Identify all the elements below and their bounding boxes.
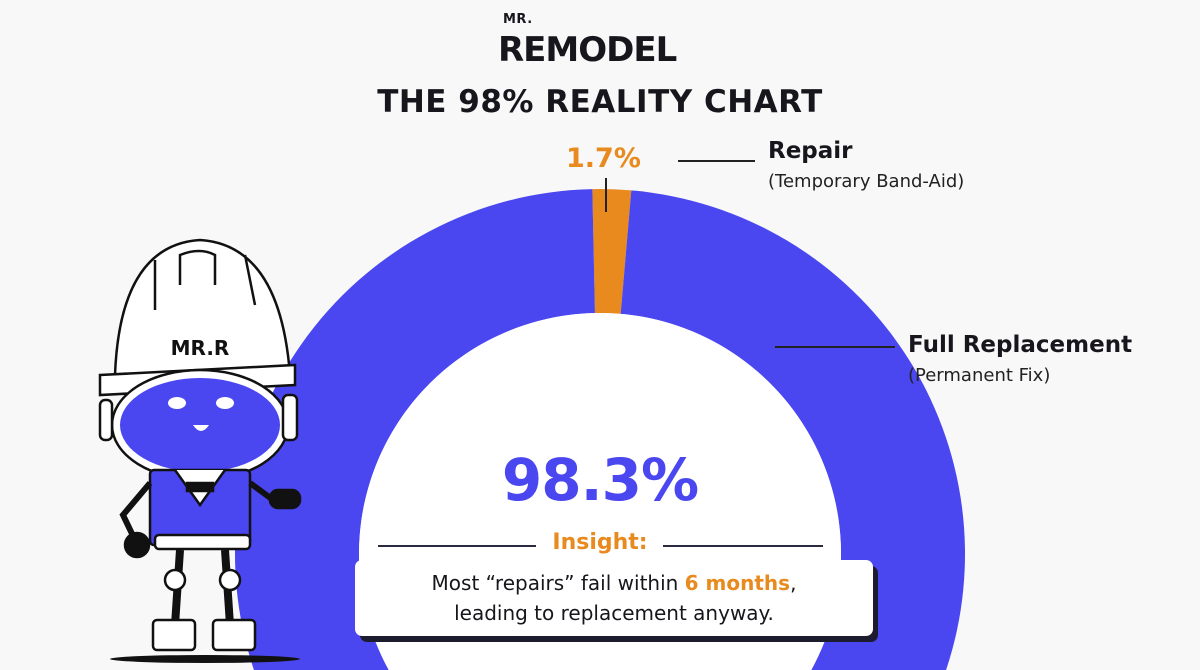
repair-sublabel: (Temporary Band-Aid) — [768, 171, 965, 192]
repair-percent-label: 1.7% — [566, 143, 641, 174]
repair-label: Repair — [768, 138, 853, 164]
replacement-percent-label: 98.3% — [501, 446, 699, 514]
chart-title: THE 98% REALITY CHART — [377, 84, 823, 120]
repair-tick-line — [605, 178, 607, 212]
donut-slice-full-replacement — [620, 190, 965, 670]
mascot-illustration: MR.R — [98, 238, 302, 663]
insight-rule-left — [378, 545, 536, 547]
replacement-label: Full Replacement — [908, 332, 1133, 358]
insight-text: Most “repairs” fail within — [431, 571, 685, 595]
insight-title: Insight: — [552, 530, 648, 555]
replacement-leader-line — [775, 346, 895, 348]
donut-slice-repair — [592, 189, 632, 314]
insight-punct: , — [790, 571, 797, 595]
logo-prefix: MR. — [503, 12, 533, 27]
mascot-helmet-logo: MR.R — [171, 336, 230, 360]
insight-highlight: 6 months — [684, 571, 791, 595]
insight-box: Most “repairs” fail within 6 months, lea… — [355, 560, 873, 636]
repair-leader-line — [678, 160, 755, 162]
replacement-sublabel: (Permanent Fix) — [908, 365, 1051, 386]
donut-slice-full-replacement-left — [235, 189, 595, 670]
insight-rule-right — [663, 545, 823, 547]
logo-name: REMODEL — [498, 30, 677, 70]
insight-text-line2: leading to replacement anyway. — [454, 601, 774, 625]
